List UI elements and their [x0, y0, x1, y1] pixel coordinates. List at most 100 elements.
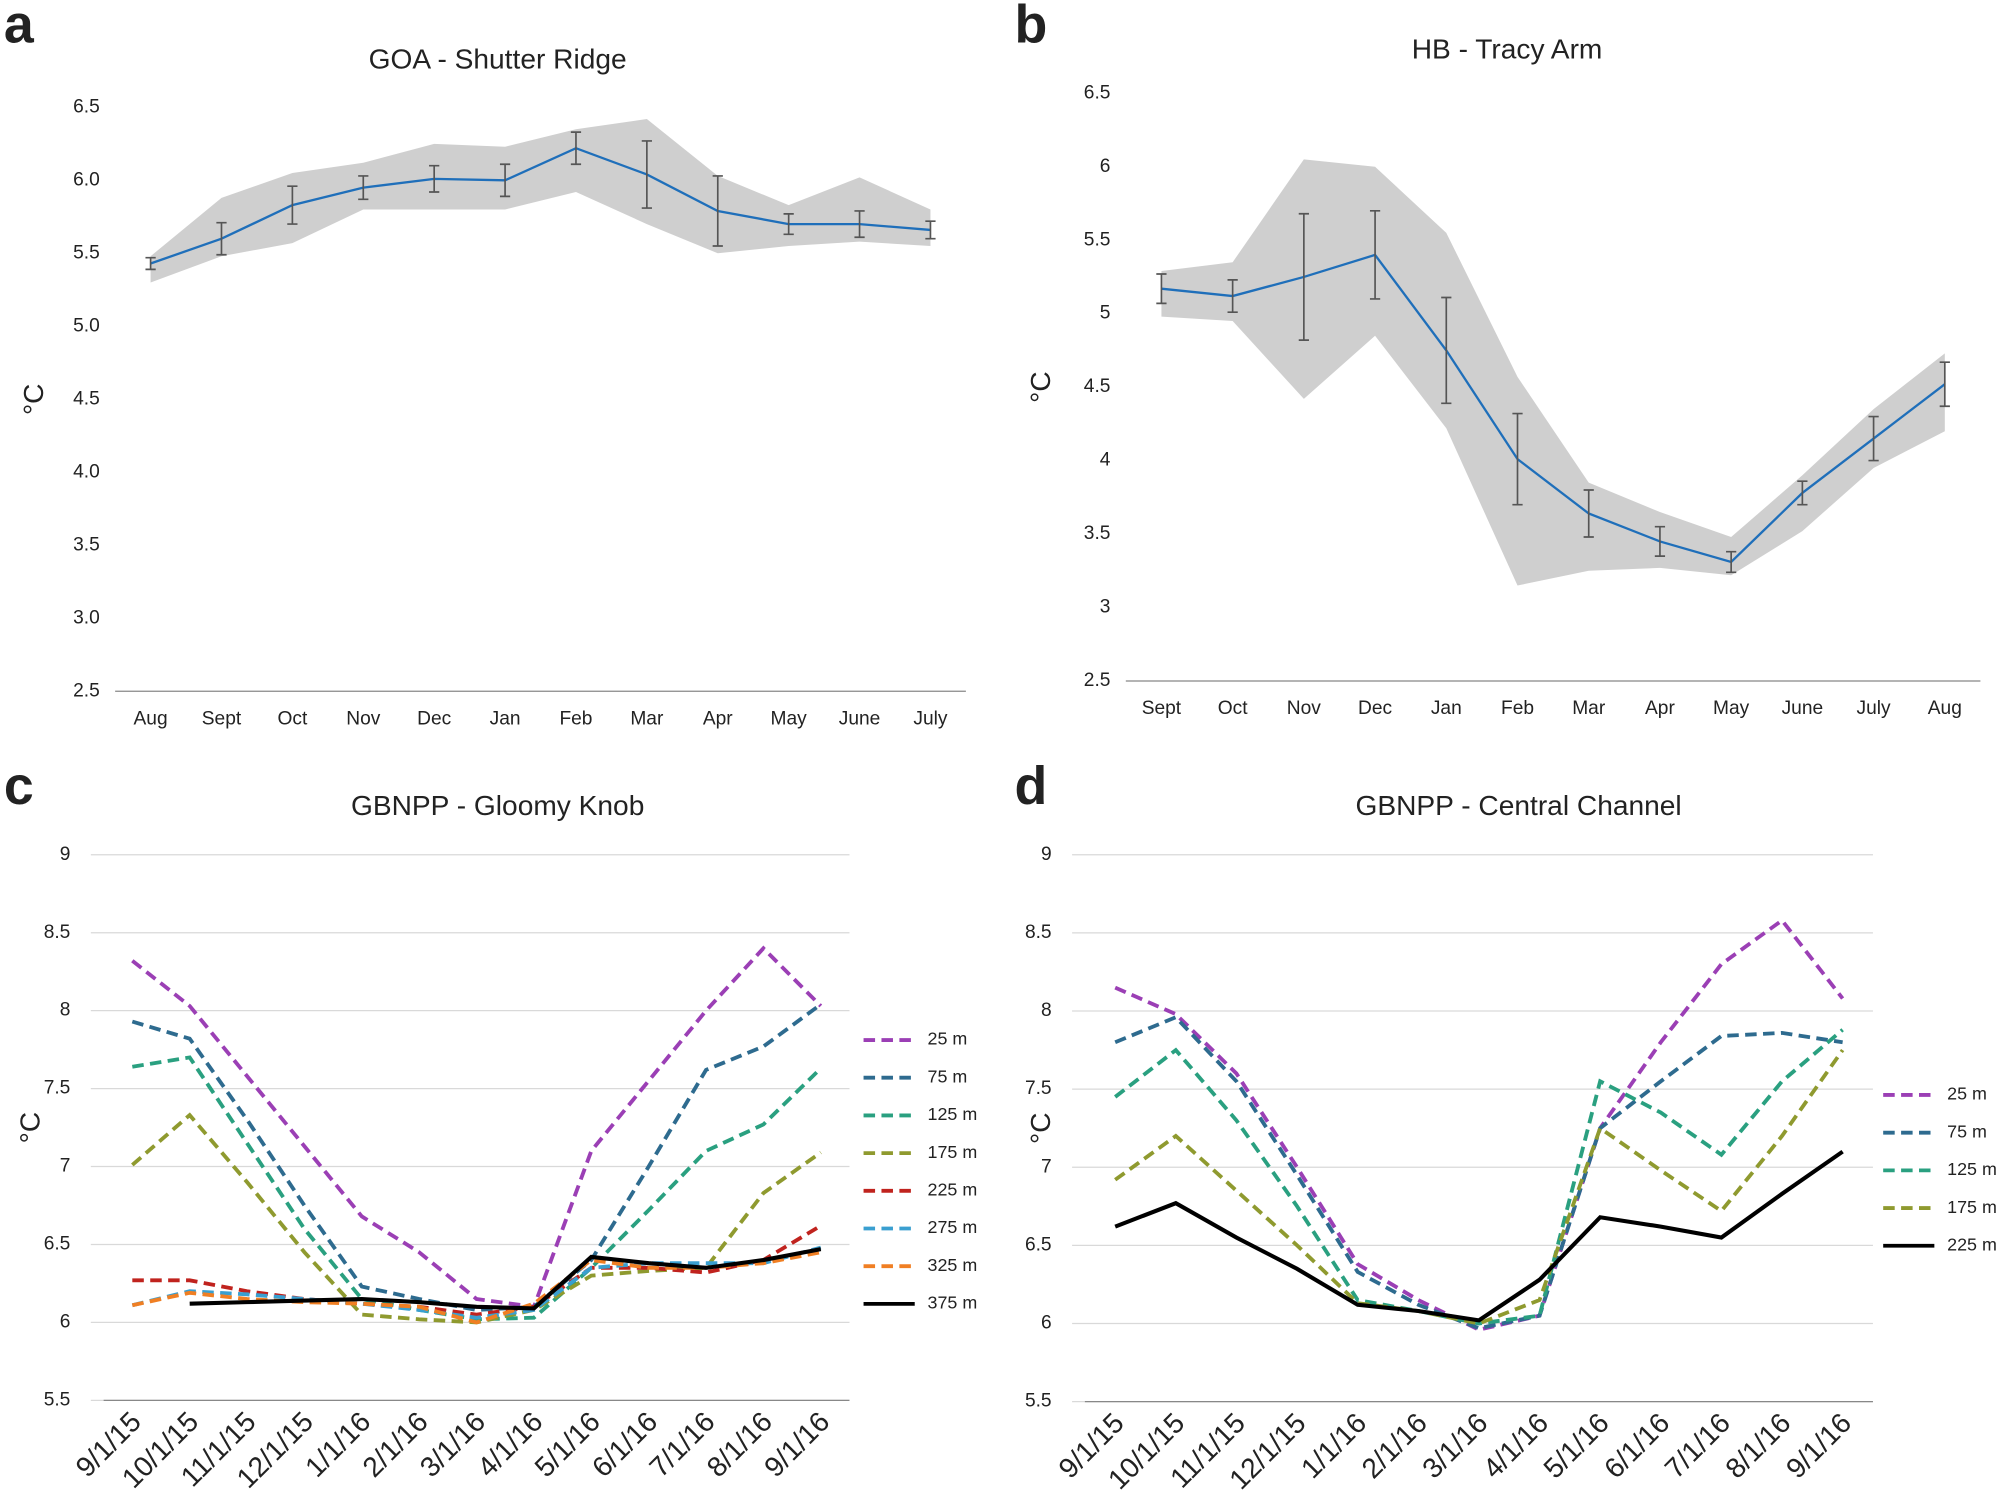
- mean-line: [1161, 253, 1946, 564]
- y-tick-label: 5.5: [1025, 1391, 1052, 1412]
- error-bar: [1369, 209, 1381, 300]
- x-tick-label: Jan: [490, 708, 521, 729]
- panel-label: d: [1015, 756, 1048, 816]
- y-tick-label: 7: [60, 1156, 71, 1177]
- y-tick-label: 9: [60, 844, 71, 865]
- y-tick-label: 9: [1041, 844, 1052, 865]
- x-tick-label: Mar: [1572, 698, 1606, 719]
- x-tick-label: 4/1/16: [471, 1406, 548, 1483]
- legend-label: 175 m: [928, 1142, 978, 1162]
- series-line: [1114, 1048, 1845, 1326]
- x-tick-label: Nov: [346, 708, 381, 729]
- y-tick-label: 7: [1041, 1156, 1052, 1177]
- error-bar: [358, 175, 369, 201]
- y-tick-label: 4: [1100, 450, 1111, 471]
- legend-label: 275 m: [928, 1217, 978, 1237]
- series-line: [189, 1247, 822, 1311]
- legend-label: 125 m: [928, 1104, 978, 1124]
- legend-label: 175 m: [1947, 1197, 1997, 1217]
- series-line: [1114, 1149, 1844, 1323]
- series-line: [131, 1245, 822, 1320]
- y-tick-label: 2.5: [1084, 670, 1111, 691]
- x-tick-label: Sept: [1142, 698, 1182, 719]
- x-tick-label: May: [771, 708, 808, 729]
- y-tick-label: 6: [1041, 1313, 1052, 1334]
- x-tick-label: Aug: [134, 708, 168, 729]
- error-bar: [1583, 489, 1594, 538]
- y-tick-label: 6: [60, 1311, 71, 1332]
- y-tick-label: 6.5: [1084, 82, 1111, 103]
- x-tick-label: 2/1/16: [357, 1406, 434, 1483]
- error-bar: [1726, 550, 1737, 574]
- error-bar: [499, 163, 511, 198]
- x-tick-label: 8/1/16: [1719, 1407, 1796, 1484]
- x-tick-label: 1/1/16: [299, 1406, 376, 1483]
- y-tick-label: 3.5: [73, 534, 100, 555]
- error-bar: [712, 175, 723, 247]
- y-tick-label: 6.5: [1025, 1234, 1052, 1255]
- error-bar: [783, 213, 794, 236]
- x-tick-label: 5/1/16: [1538, 1407, 1615, 1484]
- series-line: [131, 1002, 822, 1312]
- y-tick-label: 7.5: [1025, 1078, 1052, 1099]
- legend-label: 225 m: [1947, 1234, 1997, 1254]
- x-tick-label: 9/1/16: [1780, 1407, 1857, 1484]
- x-tick-label: 6/1/16: [586, 1406, 663, 1483]
- legend-label: 75 m: [1947, 1121, 1987, 1141]
- y-tick-label: 3.5: [1084, 523, 1111, 544]
- chart-title: GOA - Shutter Ridge: [369, 44, 627, 75]
- error-bar: [287, 185, 298, 225]
- error-bar: [1227, 279, 1238, 314]
- y-tick-label: 5.5: [44, 1389, 71, 1410]
- series-line: [132, 1055, 823, 1322]
- error-bar: [1156, 273, 1167, 305]
- error-bar: [1441, 296, 1452, 405]
- x-tick-label: 2/1/16: [1356, 1407, 1433, 1484]
- mean-line: [150, 146, 931, 265]
- x-tick-label: Dec: [1358, 698, 1393, 719]
- x-tick-label: Jan: [1431, 698, 1462, 719]
- x-tick-label: June: [1782, 698, 1824, 719]
- y-tick-label: 6.0: [73, 169, 100, 190]
- x-tick-label: 3/1/16: [414, 1406, 491, 1483]
- x-tick-label: 5/1/16: [529, 1406, 606, 1483]
- legend-label: 325 m: [928, 1255, 978, 1275]
- y-tick-label: 8.5: [44, 922, 71, 943]
- error-bar: [925, 220, 936, 240]
- y-tick-label: 5.0: [73, 315, 100, 336]
- y-tick-label: 6.5: [73, 96, 100, 117]
- y-axis-label: °C: [14, 1112, 45, 1144]
- x-tick-label: Feb: [1501, 698, 1534, 719]
- y-tick-label: 2.5: [73, 680, 100, 701]
- y-axis-label: °C: [18, 384, 49, 416]
- y-tick-label: 5: [1100, 303, 1111, 324]
- series-line: [131, 945, 823, 1309]
- error-bar: [641, 140, 652, 209]
- y-tick-label: 3.0: [73, 607, 100, 628]
- series-line: [1114, 1028, 1844, 1326]
- y-axis-label: °C: [1025, 371, 1056, 403]
- x-tick-label: Oct: [1218, 698, 1248, 719]
- x-tick-label: 1/1/16: [1295, 1407, 1372, 1484]
- error-bar: [216, 221, 227, 256]
- series-line: [132, 1224, 822, 1317]
- y-tick-label: 8: [60, 1000, 71, 1021]
- x-tick-label: Sept: [202, 708, 242, 729]
- x-tick-label: Aug: [1928, 698, 1962, 719]
- series-line: [1114, 917, 1845, 1332]
- legend-label: 225 m: [928, 1180, 978, 1200]
- y-tick-label: 3: [1100, 597, 1111, 618]
- y-tick-label: 6.5: [44, 1234, 71, 1255]
- panel-label: c: [4, 756, 34, 816]
- x-tick-label: 8/1/16: [701, 1406, 778, 1483]
- x-tick-label: July: [1857, 698, 1892, 719]
- error-bar: [429, 164, 440, 193]
- chart-title: GBNPP - Gloomy Knob: [351, 790, 644, 821]
- x-tick-label: July: [913, 708, 948, 729]
- legend-label: 25 m: [928, 1029, 968, 1049]
- error-bar: [1512, 412, 1523, 506]
- y-tick-label: 5.5: [1084, 229, 1111, 250]
- y-tick-label: 4.5: [1084, 376, 1111, 397]
